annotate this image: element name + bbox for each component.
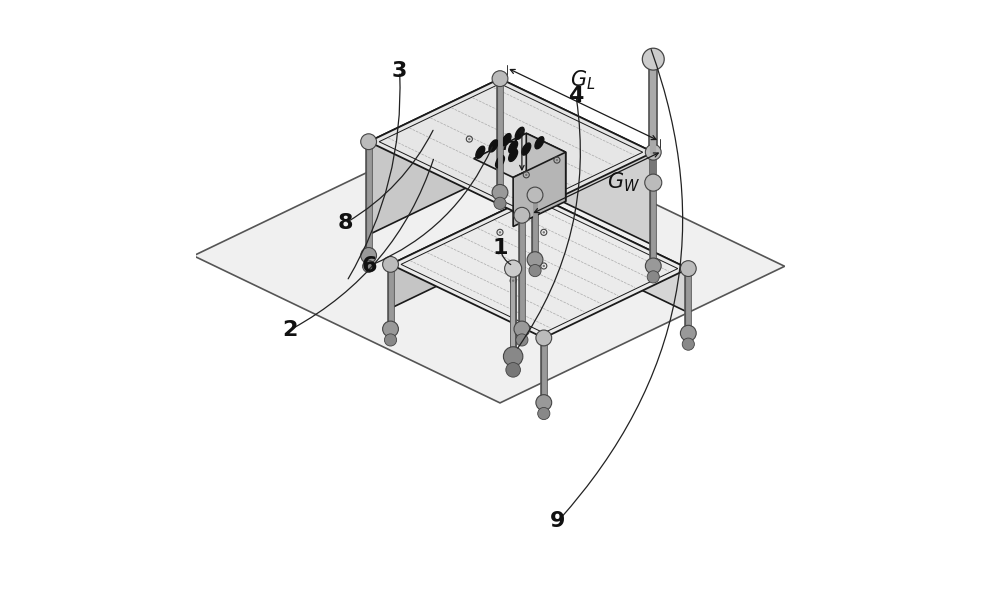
Polygon shape: [513, 152, 566, 227]
Circle shape: [512, 279, 514, 282]
Polygon shape: [391, 195, 688, 338]
Circle shape: [536, 395, 552, 411]
Polygon shape: [369, 79, 500, 235]
Polygon shape: [474, 133, 566, 177]
Circle shape: [645, 258, 661, 274]
Circle shape: [525, 174, 527, 176]
Text: $G_W$: $G_W$: [607, 170, 640, 194]
Circle shape: [527, 187, 543, 203]
Text: $H$: $H$: [502, 134, 520, 154]
Polygon shape: [193, 119, 785, 403]
Text: 2: 2: [282, 320, 298, 340]
Circle shape: [682, 338, 694, 350]
Ellipse shape: [476, 146, 485, 158]
Circle shape: [506, 362, 520, 377]
Circle shape: [645, 174, 662, 191]
Circle shape: [468, 138, 471, 141]
Text: $G_L$: $G_L$: [570, 68, 596, 92]
Circle shape: [492, 71, 508, 87]
Circle shape: [556, 159, 558, 161]
Ellipse shape: [502, 134, 511, 145]
Polygon shape: [535, 195, 688, 312]
Circle shape: [527, 252, 543, 268]
Circle shape: [383, 321, 398, 337]
Circle shape: [680, 261, 696, 277]
Circle shape: [499, 231, 501, 233]
Text: 8: 8: [337, 213, 353, 233]
Circle shape: [383, 257, 398, 273]
Circle shape: [514, 207, 530, 223]
Circle shape: [494, 197, 506, 210]
Circle shape: [536, 330, 552, 346]
Ellipse shape: [522, 143, 531, 155]
Circle shape: [680, 325, 696, 341]
Polygon shape: [500, 79, 653, 245]
Circle shape: [363, 260, 375, 273]
Circle shape: [514, 321, 530, 337]
Ellipse shape: [515, 127, 524, 139]
Circle shape: [538, 408, 550, 420]
Circle shape: [642, 48, 664, 70]
Circle shape: [529, 265, 541, 277]
Circle shape: [503, 346, 523, 366]
Circle shape: [361, 247, 377, 263]
Circle shape: [543, 231, 545, 233]
Circle shape: [384, 334, 397, 346]
Text: 6: 6: [361, 256, 377, 276]
Circle shape: [647, 271, 659, 283]
Ellipse shape: [489, 140, 498, 152]
Circle shape: [492, 185, 508, 200]
Circle shape: [516, 334, 528, 346]
Polygon shape: [369, 79, 653, 215]
Circle shape: [645, 144, 661, 160]
Text: 4: 4: [568, 86, 584, 106]
Text: 9: 9: [550, 511, 565, 532]
Circle shape: [543, 265, 545, 267]
Polygon shape: [391, 195, 535, 309]
Circle shape: [505, 260, 522, 277]
Text: 3: 3: [392, 61, 407, 81]
Ellipse shape: [535, 137, 544, 149]
Ellipse shape: [509, 141, 518, 153]
Circle shape: [361, 134, 377, 150]
Ellipse shape: [496, 156, 504, 167]
Text: 1: 1: [492, 238, 508, 258]
Ellipse shape: [509, 149, 518, 161]
Polygon shape: [526, 133, 566, 201]
